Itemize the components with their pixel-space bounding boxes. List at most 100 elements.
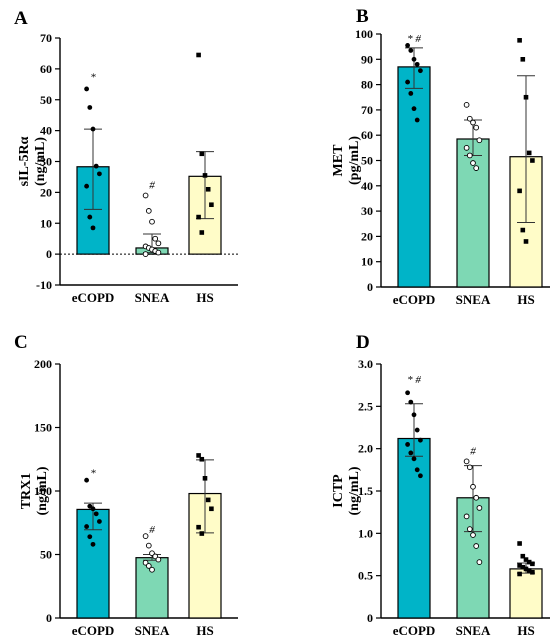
panel-d-point-snea [463, 458, 470, 465]
panel-b-point-ecopd [414, 117, 420, 123]
panel-b-point-snea [463, 145, 470, 151]
panel-c-xtick-label-hs: HS [196, 623, 213, 638]
panel-b-point-hs [520, 57, 526, 62]
panel-a-xtick-label-hs: HS [196, 290, 213, 305]
panel-c-ytick-label: 150 [34, 421, 52, 435]
panel-d-point-ecopd [414, 467, 420, 473]
panel-d-point-hs [526, 559, 532, 565]
panel-d-ylabel-line2: (ng/mL) [347, 466, 362, 515]
panel-b-ylabel-line2: (pg/mL) [347, 136, 362, 185]
panel-c-point-ecopd [84, 524, 89, 529]
panel-a-point-snea [142, 251, 149, 257]
panel-b-ytick-label: 30 [361, 204, 373, 218]
panel-a-point-snea [152, 235, 159, 242]
panel-b-point-snea [463, 101, 470, 108]
panel-c-point-snea [145, 542, 152, 549]
panel-b-xtick-label-hs: HS [517, 292, 534, 307]
panel-d-point-snea [463, 513, 470, 520]
panel-a-point-hs [205, 186, 211, 192]
panel-b-point-hs [523, 239, 529, 244]
panel-d-point-ecopd [405, 390, 410, 396]
panel-b-point-hs [530, 158, 535, 163]
panel-d-point-ecopd [411, 412, 417, 418]
panel-b-point-ecopd [408, 48, 414, 53]
panel-d-point-snea [466, 464, 473, 471]
panel-d-point-hs [523, 557, 529, 562]
panel-a-point-hs [196, 214, 201, 220]
panel-d-ytick-label: 3.0 [358, 357, 373, 371]
panel-b-xtick-label-snea: SNEA [456, 292, 491, 307]
panel-b-point-snea [466, 152, 473, 159]
panel-a-point-hs [209, 202, 214, 208]
panel-a-point-ecopd [84, 183, 89, 189]
panel-b-point-snea [473, 165, 480, 171]
panel-c-point-hs [196, 453, 201, 458]
panel-b-ytick-label: 60 [361, 128, 373, 142]
panel-d-annotation-snea: # [470, 445, 476, 457]
panel-d-point-hs [517, 571, 522, 577]
panel-c-ylabel-line2: (ng/mL) [35, 466, 50, 515]
panel-c-ylabel-line1: TRX1 [19, 473, 34, 510]
panel-b-point-hs [523, 94, 529, 100]
panel-a-point-ecopd [90, 225, 96, 231]
panel-a-ytick-label: 10 [40, 216, 52, 230]
panel-c-point-ecopd [84, 477, 89, 483]
panel-b-ytick-label: 0 [367, 280, 373, 294]
panel-a-point-ecopd [87, 214, 93, 220]
panel-b-ytick-label: 70 [361, 103, 373, 117]
panel-d-point-ecopd [408, 450, 414, 456]
panel-b-point-snea [476, 137, 483, 144]
panel-b-ytick-label: 90 [361, 52, 373, 66]
panel-a-ytick-label: 20 [40, 185, 52, 199]
panel-a-ytick-label: 40 [40, 124, 52, 138]
panel-a-ytick-label: 70 [40, 31, 52, 45]
panel-d-ytick-label: 1.5 [358, 484, 373, 498]
panel-c-point-hs [196, 524, 201, 530]
panel-a-xtick-label-ecopd: eCOPD [72, 290, 115, 305]
panel-a-ylabel-line2: (ng/mL) [33, 137, 48, 186]
panel-b-point-ecopd [414, 61, 420, 67]
panel-a-point-hs [196, 52, 201, 58]
panel-c-point-hs [199, 531, 205, 536]
panel-a-point-snea [145, 208, 152, 214]
panel-d-bar-hs [509, 568, 543, 619]
panel-c-point-ecopd [93, 511, 99, 517]
panel-b-point-ecopd [418, 68, 423, 74]
panel-b-point-ecopd [405, 79, 410, 85]
panel-b-ytick-label: 100 [355, 27, 373, 41]
panel-a-point-snea [155, 240, 162, 247]
panel-c-letter: C [14, 332, 28, 353]
panel-a-ytick-label: 50 [40, 93, 52, 107]
panel-d-point-snea [470, 483, 476, 490]
panel-d-xtick-label-hs: HS [517, 623, 534, 638]
panel-d-point-hs [520, 553, 526, 559]
panel-d-letter: D [356, 332, 370, 353]
panel-a-xtick-label-snea: SNEA [135, 290, 170, 305]
panel-a-point-snea [142, 192, 149, 199]
panel-a-point-hs [199, 230, 205, 235]
panel-d-xtick-label-snea: SNEA [456, 623, 491, 638]
panel-c-point-snea [149, 566, 155, 573]
panel-b-point-snea [470, 119, 476, 126]
panel-c-bar-snea [135, 557, 169, 619]
panel-d-point-hs [520, 564, 526, 570]
panel-a-annotation-snea: # [149, 180, 155, 192]
panel-c-point-ecopd [87, 503, 93, 509]
panel-c-point-ecopd [90, 541, 96, 547]
panel-d-point-snea [466, 526, 473, 532]
panel-b-point-hs [517, 188, 522, 194]
panel-a-ylabel-line1: sIL-5Rα [17, 136, 32, 186]
panel-d-point-snea [470, 532, 476, 538]
panel-a-point-snea [149, 218, 155, 225]
panel-b-ytick-label: 20 [361, 229, 373, 243]
panel-d-point-snea [473, 543, 480, 549]
panel-a-point-ecopd [87, 105, 93, 110]
panel-d-ytick-label: 0.5 [358, 569, 373, 583]
panel-d-point-hs [530, 561, 535, 567]
panel-d-point-snea [476, 505, 483, 511]
panel-c-point-snea [142, 533, 149, 539]
panel-b-ytick-label: 80 [361, 78, 373, 92]
panel-b-point-ecopd [408, 91, 414, 96]
panel-a-point-hs [199, 151, 205, 157]
panel-c-point-hs [205, 497, 211, 503]
